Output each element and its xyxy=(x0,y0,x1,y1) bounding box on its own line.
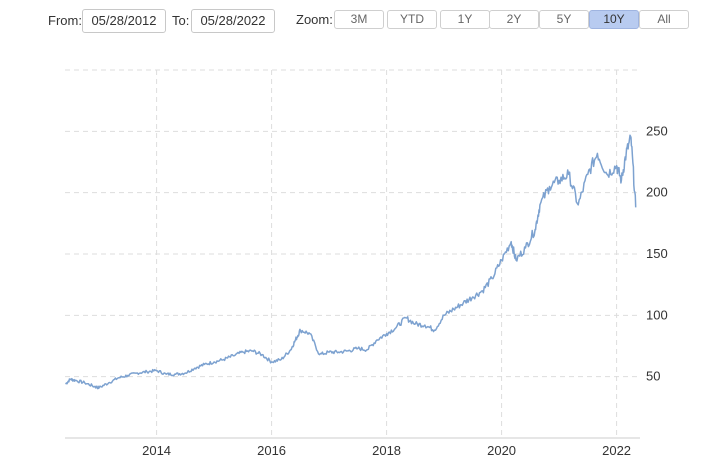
zoom-button-1y[interactable]: 1Y xyxy=(440,10,490,29)
zoom-button-all[interactable]: All xyxy=(639,10,689,29)
zoom-button-10y[interactable]: 10Y xyxy=(589,10,639,29)
x-tick-label-2018: 2018 xyxy=(372,443,401,458)
x-axis-tick-labels: 2014 2016 2018 2020 2022 xyxy=(142,443,631,458)
zoom-button-ytd[interactable]: YTD xyxy=(387,10,437,29)
from-label: From: xyxy=(48,13,82,28)
x-tick-label-2020: 2020 xyxy=(487,443,516,458)
price-series-line xyxy=(65,134,637,390)
zoom-button-5y[interactable]: 5Y xyxy=(539,10,589,29)
y-tick-label-100: 100 xyxy=(646,307,668,322)
zoom-button-3m[interactable]: 3M xyxy=(334,10,384,29)
vertical-gridlines xyxy=(156,70,618,438)
y-tick-label-200: 200 xyxy=(646,185,668,200)
x-tick-label-2022: 2022 xyxy=(602,443,631,458)
zoom-label: Zoom: xyxy=(296,12,333,27)
x-tick-label-2014: 2014 xyxy=(142,443,171,458)
x-tick-label-2016: 2016 xyxy=(257,443,286,458)
y-axis-tick-labels: 50 100 150 200 250 xyxy=(646,123,668,383)
horizontal-gridlines xyxy=(65,69,640,378)
y-tick-label-250: 250 xyxy=(646,123,668,138)
zoom-button-2y[interactable]: 2Y xyxy=(489,10,539,29)
from-date-input[interactable] xyxy=(82,9,166,33)
y-tick-label-150: 150 xyxy=(646,246,668,261)
range-selector-toolbar: From: To: Zoom: 3M YTD 1Y 2Y 5Y 10Y All xyxy=(0,0,713,40)
y-tick-label-50: 50 xyxy=(646,369,660,384)
price-line-chart: 2014 2016 2018 2020 2022 50 100 150 200 250 xyxy=(65,69,668,458)
to-date-input[interactable] xyxy=(191,9,275,33)
to-label: To: xyxy=(172,13,190,28)
